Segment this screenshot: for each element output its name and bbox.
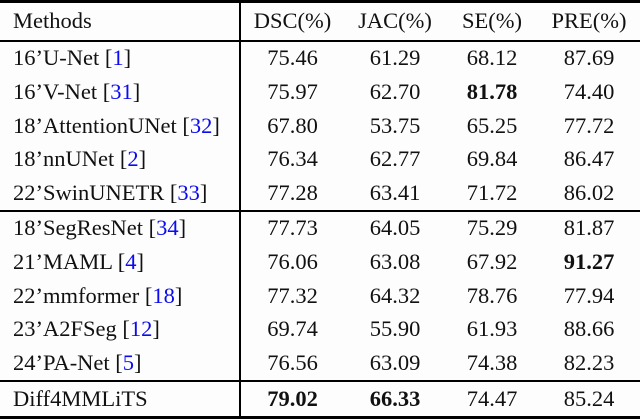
method-name: 16’U-Net (13, 45, 100, 71)
column-header-jac: JAC(%) (358, 8, 432, 34)
value-cell: 63.09 (369, 349, 421, 375)
method-cell: 16’U-Net [1] (0, 40, 241, 76)
value-cell: 76.34 (267, 146, 318, 172)
value-cell: 53.75 (369, 112, 421, 138)
table-row: 18’AttentionUNet [32] 67.80 53.75 65.25 77.7… (0, 108, 640, 143)
value-cell: 69.84 (466, 146, 518, 172)
citation-link[interactable]: 32 (189, 112, 213, 138)
method-name: 18’AttentionUNet (13, 112, 177, 138)
value-cell: 75.97 (267, 79, 318, 105)
column-header-se: SE(%) (462, 8, 522, 34)
table-row: 22’SwinUNETR [33] 77.28 63.41 71.72 86.02 (0, 175, 640, 211)
value-cell: 77.73 (267, 215, 318, 241)
value-cell: 64.05 (369, 215, 421, 241)
value-cell: 87.69 (563, 45, 615, 71)
table-row: 22’mmformer [18] 77.32 64.32 78.76 77.94 (0, 278, 640, 313)
table-row: 21’MAML [4] 76.06 63.08 67.92 91.27 (0, 245, 640, 279)
citation-link[interactable]: 12 (129, 316, 153, 342)
method-name: 23’A2FSeg (13, 316, 117, 342)
column-header-dsc: DSC(%) (253, 8, 332, 34)
method-cell: Diff4MMLiTS (0, 380, 241, 418)
table-row: 23’A2FSeg [12] 69.74 55.90 61.93 88.66 (0, 312, 640, 346)
table-row: 16’U-Net [1] 75.46 61.29 68.12 87.69 (0, 40, 640, 76)
method-name: 22’mmformer (13, 282, 140, 308)
value-cell: 69.74 (267, 316, 318, 342)
value-cell: 55.90 (369, 316, 421, 342)
citation-link[interactable]: 31 (110, 79, 133, 105)
value-cell: 63.08 (369, 249, 421, 275)
method-cell: 18’SegResNet [34] (0, 210, 241, 246)
citation-link[interactable]: 34 (156, 215, 179, 241)
method-name: 24’PA-Net (13, 349, 110, 375)
value-cell: 66.33 (369, 385, 421, 411)
value-cell: 78.76 (466, 282, 518, 308)
method-cell: 18’nnUNet [2] (0, 142, 241, 176)
table-row: 24’PA-Net [5] 76.56 63.09 74.38 82.23 (0, 345, 640, 381)
method-cell: 16’V-Net [31] (0, 75, 241, 109)
method-name: 22’SwinUNETR (13, 179, 165, 205)
table-row: 18’SegResNet [34] 77.73 64.05 75.29 81.87 (0, 210, 640, 246)
value-cell: 74.47 (466, 385, 518, 411)
value-cell: 62.77 (369, 146, 421, 172)
value-cell: 76.56 (267, 349, 318, 375)
value-cell: 61.93 (466, 316, 518, 342)
table-row: 16’V-Net [31] 75.97 62.70 81.78 74.40 (0, 75, 640, 109)
method-name: 21’MAML (13, 249, 113, 275)
method-name: Diff4MMLiTS (13, 385, 148, 411)
method-name: 18’SegResNet (13, 215, 143, 241)
value-cell: 75.46 (267, 45, 318, 71)
value-cell: 91.27 (563, 249, 615, 275)
value-cell: 62.70 (369, 79, 421, 105)
table-row: Diff4MMLiTS 79.02 66.33 74.47 85.24 (0, 380, 640, 418)
value-cell: 67.92 (466, 249, 518, 275)
value-cell: 65.25 (466, 112, 518, 138)
method-name: 16’V-Net (13, 79, 98, 105)
citation-link[interactable]: 33 (177, 179, 200, 205)
value-cell: 64.32 (369, 282, 421, 308)
column-header-pre: PRE(%) (551, 8, 627, 34)
value-cell: 81.78 (466, 79, 518, 105)
value-cell: 61.29 (369, 45, 421, 71)
method-cell: 22’mmformer [18] (0, 278, 241, 313)
method-cell: 21’MAML [4] (0, 245, 241, 279)
value-cell: 77.32 (267, 282, 318, 308)
method-cell: 18’AttentionUNet [32] (0, 108, 241, 143)
column-header-methods: Methods (0, 1, 241, 41)
value-cell: 71.72 (466, 179, 518, 205)
value-cell: 82.23 (563, 349, 615, 375)
value-cell: 68.12 (466, 45, 518, 71)
value-cell: 85.24 (563, 385, 615, 411)
value-cell: 67.80 (267, 112, 318, 138)
header-row: Methods DSC(%) JAC(%) SE(%) PRE(%) (0, 1, 640, 41)
citation-link[interactable]: 2 (127, 146, 139, 172)
citation-link[interactable]: 18 (152, 282, 175, 308)
citation-link[interactable]: 5 (122, 349, 135, 375)
method-name: 18’nnUNet (13, 146, 115, 172)
value-cell: 79.02 (267, 385, 318, 411)
value-cell: 77.28 (267, 179, 318, 205)
citation-link[interactable]: 1 (112, 45, 124, 71)
value-cell: 81.87 (563, 215, 615, 241)
value-cell: 86.02 (563, 179, 615, 205)
value-cell: 63.41 (369, 179, 421, 205)
value-cell: 75.29 (466, 215, 518, 241)
value-cell: 74.38 (466, 349, 518, 375)
value-cell: 86.47 (563, 146, 615, 172)
method-cell: 23’A2FSeg [12] (0, 312, 241, 346)
value-cell: 77.72 (563, 112, 615, 138)
table-body: 16’U-Net [1] 75.46 61.29 68.12 87.69 16’V-Net… (0, 40, 640, 418)
value-cell: 74.40 (563, 79, 615, 105)
value-cell: 77.94 (563, 282, 615, 308)
method-cell: 22’SwinUNETR [33] (0, 175, 241, 211)
value-cell: 88.66 (563, 316, 615, 342)
table-row: 18’nnUNet [2] 76.34 62.77 69.84 86.47 (0, 142, 640, 176)
value-cell: 76.06 (267, 249, 318, 275)
method-cell: 24’PA-Net [5] (0, 345, 241, 381)
citation-link[interactable]: 4 (125, 249, 137, 275)
